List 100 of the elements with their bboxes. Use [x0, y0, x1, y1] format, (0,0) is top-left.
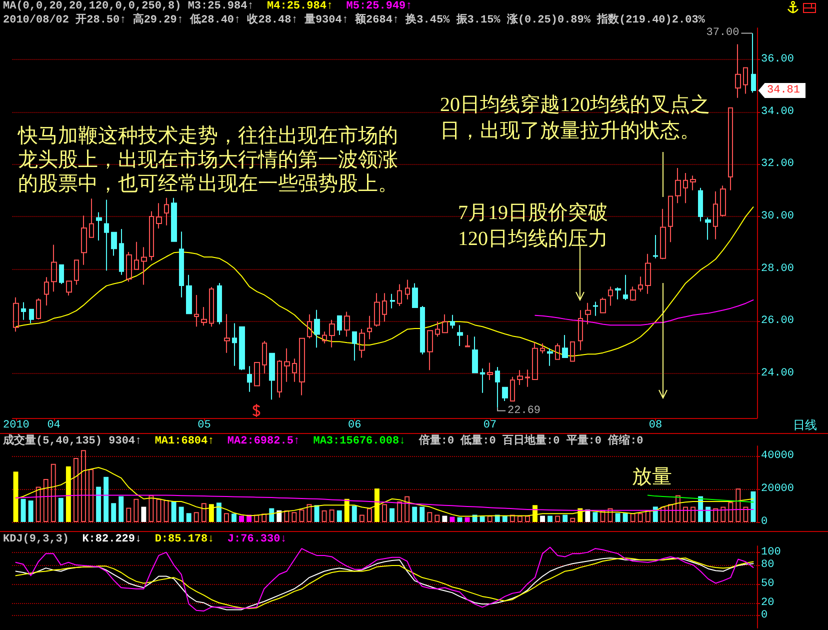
candlestick — [638, 276, 643, 292]
bar — [668, 504, 673, 522]
bar — [608, 508, 613, 522]
bar — [306, 504, 312, 522]
candlestick — [623, 274, 628, 300]
y-tick-label: 80 — [761, 558, 774, 571]
candlestick — [435, 321, 440, 338]
bar — [171, 502, 176, 522]
text: D:85.178↓ — [154, 534, 214, 546]
bar — [390, 508, 395, 522]
bar — [412, 506, 418, 522]
candlestick — [119, 228, 124, 276]
candlestick — [247, 366, 252, 392]
candlestick — [21, 302, 26, 320]
bar — [630, 513, 636, 522]
text: M4:25.984↑ — [267, 0, 334, 12]
bar — [156, 498, 162, 522]
candlestick — [510, 376, 515, 402]
bar — [58, 498, 64, 522]
candlestick — [44, 276, 49, 306]
bar — [540, 516, 546, 522]
candlestick — [329, 319, 335, 348]
candlestick — [751, 32, 756, 94]
bar — [592, 512, 598, 522]
candlestick — [29, 308, 34, 324]
text: 34.81 — [767, 84, 800, 97]
bar — [28, 500, 34, 522]
bar — [104, 476, 109, 522]
text: M5:25.949↑ — [346, 0, 412, 12]
bar — [73, 458, 78, 522]
bar — [88, 469, 94, 522]
bar — [480, 516, 485, 522]
candlestick — [593, 301, 598, 316]
bar — [224, 513, 229, 522]
candlestick — [269, 352, 275, 400]
candlestick — [322, 331, 327, 344]
candlestick — [141, 246, 147, 286]
candlestick — [299, 338, 305, 396]
y-tick-label: 20 — [761, 596, 774, 609]
candlestick — [442, 314, 448, 334]
candlestick — [232, 322, 237, 366]
candlestick — [292, 358, 297, 382]
chart-subtitle: 2010/08/02 开28.50↑ 高29.29↑ 低28.40↑ 收28.48↑ 量9304↑ 额2684↑ 换3.45% 振3.15% 涨(0.25)0.89% 指数(219.40)2.03% — [3, 12, 706, 26]
candlestick — [735, 44, 741, 98]
candlestick — [89, 198, 94, 238]
candlestick — [126, 252, 132, 282]
bar — [728, 502, 734, 522]
bar — [524, 516, 530, 522]
candlestick — [728, 107, 733, 191]
candlestick — [96, 212, 102, 242]
candlestick — [201, 306, 207, 326]
candlestick — [179, 231, 184, 298]
candlestick — [517, 370, 523, 386]
candlestick — [171, 197, 177, 242]
candlestick — [698, 187, 703, 222]
annotation: 7月19日股价突破120日均线的压力 — [458, 202, 608, 250]
line-series — [15, 494, 754, 511]
text: MA3:15676.008↓ — [313, 436, 406, 448]
candlestick — [359, 328, 365, 358]
candlestick — [111, 232, 117, 256]
candlestick — [314, 309, 320, 348]
candlestick — [630, 286, 636, 302]
bar — [555, 516, 560, 522]
candlestick — [487, 362, 493, 381]
bar — [111, 503, 116, 522]
bar — [706, 506, 711, 522]
bar — [254, 514, 260, 522]
candlestick — [502, 386, 508, 402]
bar — [743, 506, 748, 522]
line-series — [647, 494, 754, 503]
candlestick — [209, 286, 214, 328]
candlestick — [495, 366, 500, 408]
candlestick — [412, 282, 418, 308]
bar — [517, 516, 522, 522]
y-tick-label: 36.00 — [761, 53, 794, 66]
bar — [652, 506, 658, 522]
bar — [118, 496, 124, 522]
candlestick — [81, 215, 87, 266]
bar — [186, 513, 192, 522]
candlestick — [555, 342, 560, 360]
candlestick — [600, 297, 606, 314]
candlestick — [382, 292, 387, 322]
candlestick — [585, 302, 591, 325]
y-tick-label: 32.00 — [761, 158, 794, 170]
line-series — [15, 546, 754, 612]
candlestick — [337, 315, 342, 336]
bar — [201, 503, 206, 522]
bar — [352, 506, 357, 522]
y-tick-label: 100 — [761, 546, 781, 558]
line-series — [534, 299, 754, 326]
y-tick-label: 26.00 — [761, 315, 794, 328]
text: MA2:6982.5↑ — [227, 436, 300, 448]
candlestick — [660, 208, 666, 260]
bar — [329, 509, 334, 522]
bar — [382, 504, 387, 522]
bar — [457, 517, 462, 522]
candlestick — [653, 234, 658, 259]
bar — [683, 506, 688, 522]
bar — [713, 508, 718, 522]
bar — [126, 508, 132, 522]
